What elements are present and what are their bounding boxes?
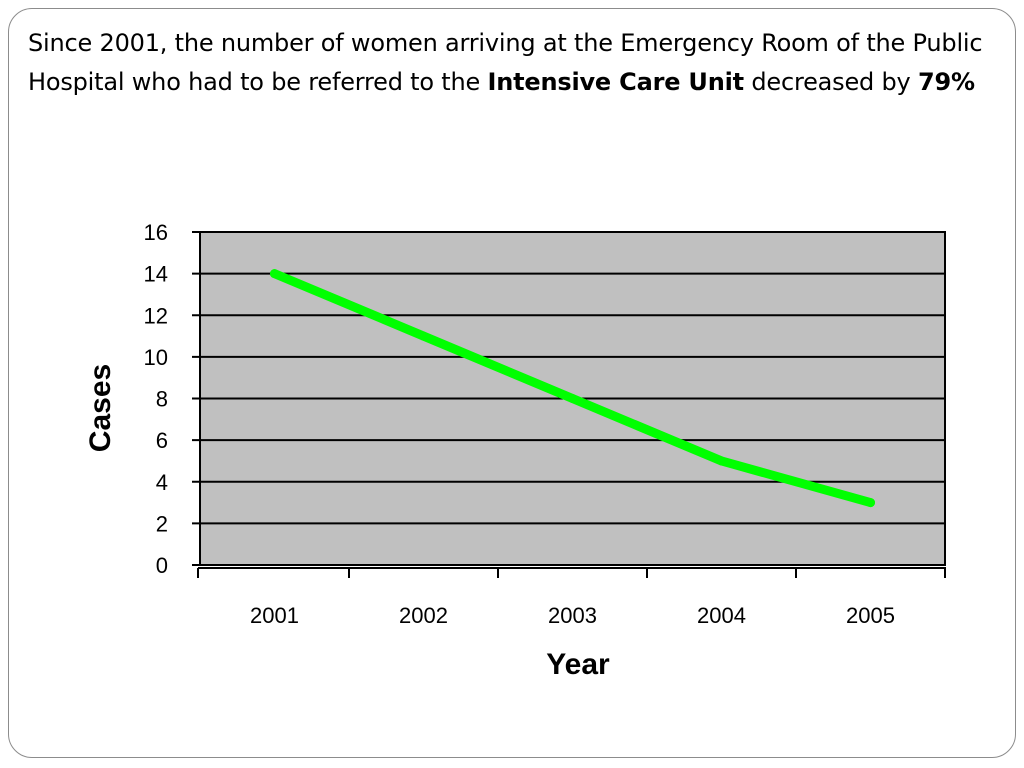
series-group [270,269,875,508]
y-tick-label: 4 [156,470,168,495]
y-tick-label: 6 [156,428,168,453]
data-point-2002 [419,331,428,341]
headline-bold-icu: Intensive Care Unit [487,68,745,96]
data-point-2005 [866,498,875,508]
y-axis-ticks: 0 2 4 6 8 10 12 14 16 [144,220,200,578]
x-axis-title: Year [546,648,610,681]
y-tick-label: 14 [144,262,168,287]
gridlines [200,231,945,525]
headline-text-2: decreased by [743,68,918,96]
x-tick-label: 2001 [250,603,299,628]
data-point-2003 [568,394,577,403]
headline-text-1: Since 2001, the number of women arriving… [28,29,983,96]
x-tick-label: 2003 [548,603,597,628]
y-axis-title: Cases [84,364,117,452]
x-tick-label: 2005 [846,603,895,628]
x-tick-label: 2002 [399,603,448,628]
y-tick-label: 8 [156,387,168,412]
y-tick-label: 12 [144,303,168,328]
data-point-2001 [270,269,279,279]
data-point-2004 [717,456,726,466]
y-tick-label: 16 [144,220,168,245]
y-tick-label: 2 [156,511,168,536]
headline: Since 2001, the number of women arriving… [28,24,988,102]
headline-bold-percent: 79% [917,68,975,96]
x-tick-label: 2004 [697,603,746,628]
y-tick-label: 0 [156,553,168,578]
y-tick-label: 10 [144,345,168,370]
x-axis: 2001 2002 2003 2004 2005 [197,567,946,628]
